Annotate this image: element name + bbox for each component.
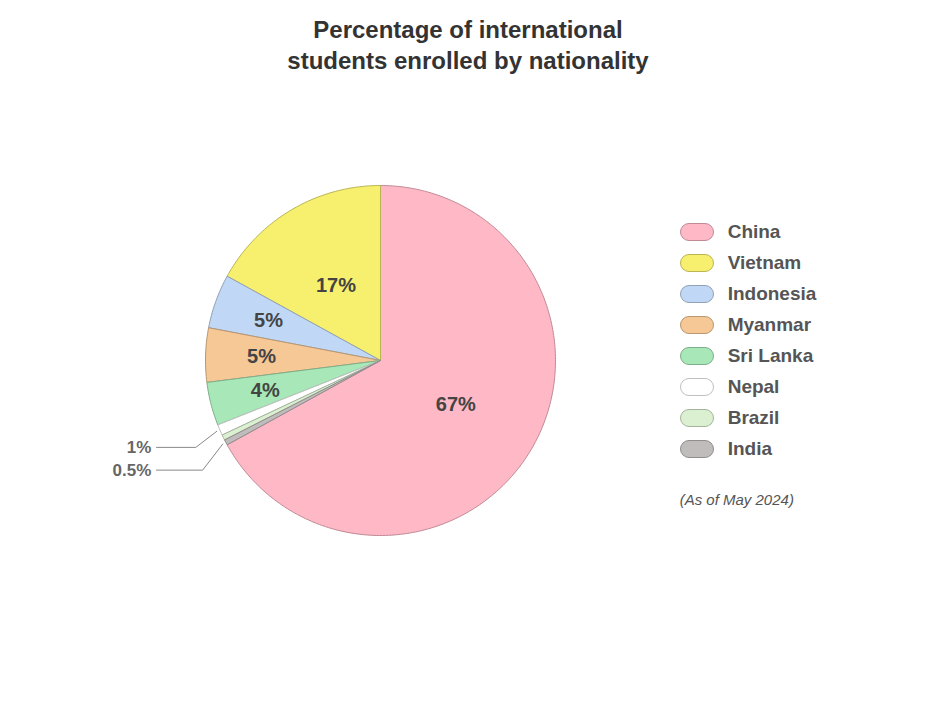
html-text:Nepal: Nepal: [727, 376, 780, 398]
html-text:Sri Lanka: Sri Lanka: [727, 345, 814, 367]
html-text:Indonesia: Indonesia: [727, 283, 817, 305]
svg-text:0.5%: 0.5%: [112, 461, 151, 480]
svg-text:5%: 5%: [247, 346, 276, 368]
html-text:(As of May 2024): (As of May 2024): [679, 491, 794, 509]
svg-text:1%: 1%: [126, 438, 151, 457]
html-text:Vietnam: Vietnam: [727, 252, 802, 274]
svg-text:67%: 67%: [435, 394, 475, 416]
html-text:Myanmar: Myanmar: [727, 314, 812, 336]
svg-text:5%: 5%: [254, 309, 283, 331]
svg-text:4%: 4%: [250, 379, 279, 401]
html-text:Percentage of international st: Percentage of international students enr…: [287, 16, 649, 75]
html-text:India: India: [727, 438, 772, 460]
svg-text:17%: 17%: [316, 274, 356, 296]
html-text:Brazil: Brazil: [727, 407, 780, 429]
html-text:China: China: [727, 221, 781, 243]
